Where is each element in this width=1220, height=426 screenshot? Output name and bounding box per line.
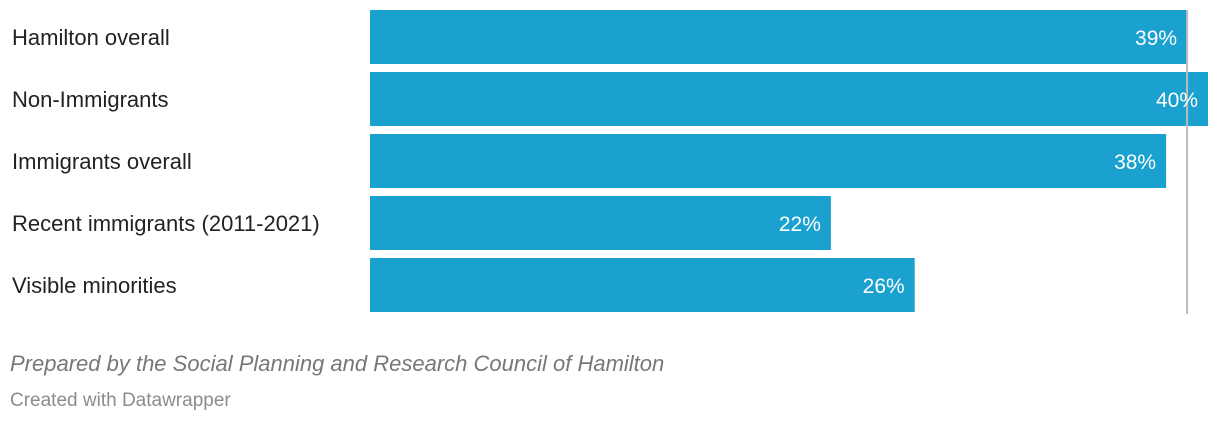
category-label-3: Recent immigrants (2011-2021) — [12, 211, 320, 236]
chart-notes: Prepared by the Social Planning and Rese… — [10, 351, 665, 376]
bar-3 — [370, 196, 831, 250]
bar-1 — [370, 72, 1208, 126]
bar-4 — [370, 258, 915, 312]
category-label-2: Immigrants overall — [12, 149, 192, 174]
bar-0 — [370, 10, 1188, 64]
value-label-2: 38% — [1114, 151, 1156, 174]
datawrapper-credit: Created with Datawrapper — [10, 390, 231, 411]
labels-layer: Hamilton overall 39% Non-Immigrants 40% Immi… — [12, 25, 1198, 298]
value-label-4: 26% — [863, 275, 905, 298]
bar-chart: Hamilton overall 39% Non-Immigrants 40% Immi… — [12, 10, 1208, 314]
bar-2 — [370, 134, 1167, 188]
value-label-0: 39% — [1135, 27, 1177, 50]
value-label-3: 22% — [779, 213, 821, 236]
bars-layer — [370, 10, 1208, 312]
category-label-0: Hamilton overall — [12, 25, 170, 50]
value-label-1: 40% — [1156, 89, 1198, 112]
category-label-4: Visible minorities — [12, 273, 177, 298]
category-label-1: Non-Immigrants — [12, 87, 168, 112]
